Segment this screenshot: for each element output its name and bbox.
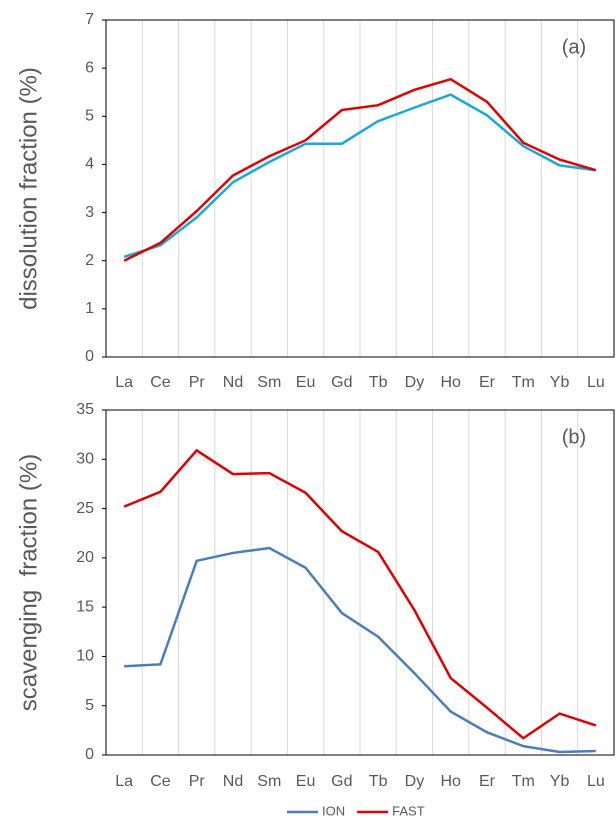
- x-tick-label: Nd: [223, 773, 243, 790]
- x-tick-label: Pr: [189, 374, 206, 391]
- data-line: [124, 546, 596, 754]
- x-tick-label: Ho: [440, 374, 461, 391]
- y-tick-label: 35: [76, 401, 94, 418]
- data-line: [123, 448, 597, 740]
- y-tick-label: 15: [76, 598, 94, 615]
- x-tick-label: Nd: [223, 374, 243, 391]
- plot-border: [105, 409, 615, 756]
- y-tick-label: 2: [85, 252, 94, 269]
- x-tick-label: Eu: [296, 374, 316, 391]
- x-tick-label: Er: [479, 773, 496, 790]
- x-tick-label: Ce: [150, 773, 171, 790]
- y-tick-label: 5: [85, 697, 94, 714]
- x-tick-label: Dy: [405, 374, 425, 391]
- annotation: (a): [562, 36, 586, 58]
- y-tick-label: 25: [76, 500, 94, 517]
- y-axis-label: scavenging fraction (%): [15, 454, 42, 711]
- y-tick-label: 20: [76, 549, 94, 566]
- x-tick-label: Tm: [512, 374, 535, 391]
- x-tick-label: Lu: [587, 374, 605, 391]
- x-tick-label: La: [115, 374, 133, 391]
- y-axis-label: dissolution fraction (%): [15, 67, 42, 310]
- x-tick-label: Tm: [512, 773, 535, 790]
- x-tick-label: La: [115, 773, 133, 790]
- y-tick-label: 30: [76, 451, 94, 468]
- x-tick-label: Eu: [296, 773, 316, 790]
- x-tick-label: Pr: [189, 773, 206, 790]
- y-tick-label: 7: [85, 11, 94, 28]
- x-tick-label: Gd: [331, 374, 352, 391]
- x-tick-label: Ce: [150, 374, 171, 391]
- x-tick-label: Tb: [369, 374, 388, 391]
- x-tick-label: Sm: [257, 374, 281, 391]
- x-tick-label: Er: [479, 374, 496, 391]
- x-tick-label: Yb: [550, 374, 570, 391]
- y-tick-label: 1: [85, 300, 94, 317]
- x-tick-label: Lu: [587, 773, 605, 790]
- y-tick-label: 3: [85, 204, 94, 221]
- x-tick-label: Dy: [405, 773, 425, 790]
- y-tick-label: 5: [85, 108, 94, 125]
- annotation: (b): [562, 426, 586, 448]
- y-tick-label: 4: [85, 156, 94, 173]
- data-line: [123, 93, 597, 259]
- x-tick-label: Sm: [257, 773, 281, 790]
- x-tick-label: Gd: [331, 773, 352, 790]
- data-line: [123, 77, 597, 262]
- legend-label: ION: [322, 803, 345, 818]
- y-tick-label: 0: [85, 348, 94, 365]
- y-tick-label: 6: [85, 59, 94, 76]
- y-tick-label: 10: [76, 648, 94, 665]
- x-tick-label: Yb: [550, 773, 570, 790]
- x-tick-label: Ho: [440, 773, 461, 790]
- x-tick-label: Tb: [369, 773, 388, 790]
- legend-label: FAST: [392, 803, 425, 818]
- y-tick-label: 0: [85, 746, 94, 763]
- plot-border: [105, 19, 615, 358]
